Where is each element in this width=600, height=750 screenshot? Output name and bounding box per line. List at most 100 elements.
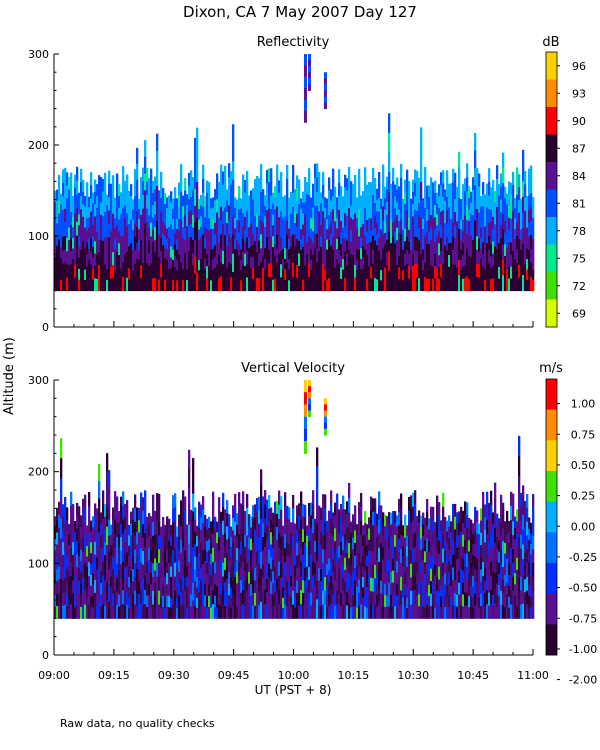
heatmap-cell [324, 238, 327, 250]
heatmap-cell [124, 254, 127, 267]
heatmap-cell [210, 280, 213, 292]
heatmap-cell [166, 539, 169, 551]
heatmap-cell [196, 587, 199, 599]
heatmap-cell [442, 277, 445, 292]
heatmap-cell [206, 253, 209, 267]
heatmap-cell [66, 198, 69, 213]
heatmap-cell [276, 220, 279, 236]
heatmap-cell [318, 518, 321, 532]
heatmap-cell [328, 534, 331, 548]
heatmap-cell [276, 513, 279, 528]
heatmap-cell [72, 554, 75, 569]
heatmap-cell [208, 266, 211, 280]
heatmap-cell [526, 535, 529, 550]
heatmap-cell [298, 179, 301, 193]
heatmap-cell [54, 595, 57, 608]
heatmap-cell [228, 248, 231, 263]
heatmap-cell [182, 269, 185, 281]
heatmap-cell [240, 280, 243, 292]
heatmap-cell [426, 512, 429, 527]
heatmap-cell [292, 522, 295, 537]
heatmap-cell [486, 491, 489, 507]
heatmap-cell [378, 505, 381, 521]
heatmap-cell [402, 576, 405, 588]
heatmap-cell [64, 195, 67, 210]
heatmap-cell [214, 516, 217, 529]
heatmap-cell [110, 566, 113, 578]
heatmap-cell [292, 590, 295, 606]
heatmap-cell [528, 539, 531, 552]
heatmap-cell [266, 183, 269, 198]
heatmap-cell [422, 280, 425, 292]
heatmap-cell [202, 248, 205, 264]
heatmap-cell [264, 547, 267, 562]
colorbar-tick-label: -0.25 [569, 551, 597, 564]
heatmap-cell [514, 527, 517, 540]
heatmap-cell [412, 179, 415, 193]
heatmap-cell [298, 241, 301, 255]
heatmap-cell [156, 534, 159, 550]
heatmap-cell [472, 252, 475, 266]
heatmap-cell [230, 184, 233, 199]
heatmap-cell [184, 577, 187, 592]
heatmap-cell [374, 190, 377, 204]
heatmap-cell [214, 573, 217, 585]
heatmap-cell [370, 254, 373, 268]
heatmap-cell [196, 566, 199, 578]
heatmap-cell [78, 543, 81, 557]
footnote: Raw data, no quality checks [60, 717, 215, 730]
heatmap-cell [342, 509, 345, 524]
heatmap-cell [132, 209, 135, 221]
heatmap-cell [398, 209, 401, 222]
heatmap-cell [156, 185, 159, 204]
heatmap-cell [412, 534, 415, 550]
heatmap-cell [358, 209, 361, 224]
heatmap-cell [446, 210, 449, 225]
heatmap-cell [512, 590, 515, 605]
heatmap-cell [156, 576, 159, 592]
heatmap-cell [66, 251, 69, 265]
heatmap-cell [70, 198, 73, 213]
heatmap-cell [228, 233, 231, 249]
heatmap-cell [64, 497, 67, 512]
heatmap-cell [204, 217, 207, 229]
heatmap-cell [360, 562, 363, 578]
heatmap-cell [174, 256, 177, 269]
heatmap-cell [394, 594, 397, 607]
heatmap-cell [458, 151, 461, 168]
heatmap-cell [218, 218, 221, 231]
heatmap-cell [340, 542, 343, 556]
heatmap-cell [398, 551, 401, 566]
heatmap-cell [310, 269, 313, 281]
heatmap-cell [142, 564, 145, 579]
heatmap-cell [60, 558, 63, 579]
heatmap-cell [494, 246, 497, 258]
heatmap-cell [494, 573, 497, 589]
heatmap-cell [134, 521, 137, 537]
heatmap-cell [112, 581, 115, 595]
heatmap-cell [462, 582, 465, 595]
heatmap-cell [394, 570, 397, 584]
heatmap-cell [268, 263, 271, 278]
heatmap-cell [292, 536, 295, 551]
heatmap-cell [270, 222, 273, 237]
heatmap-cell [94, 592, 97, 607]
heatmap-cell [180, 234, 183, 249]
heatmap-cell [384, 583, 387, 596]
heatmap-cell [532, 259, 535, 271]
heatmap-cell [154, 510, 157, 524]
heatmap-cell [524, 540, 527, 554]
heatmap-cell [72, 592, 75, 607]
heatmap-cell [282, 238, 285, 250]
heatmap-cell [254, 504, 257, 518]
isolated-echo [303, 441, 307, 454]
heatmap-cell [412, 548, 415, 564]
heatmap-cell [344, 582, 347, 595]
heatmap-cell [324, 269, 327, 281]
heatmap-cell [520, 576, 523, 591]
heatmap-cell [138, 249, 141, 261]
heatmap-cell [494, 542, 497, 559]
heatmap-cell [458, 558, 461, 572]
heatmap-cell [298, 253, 301, 267]
heatmap-cell [234, 269, 237, 281]
